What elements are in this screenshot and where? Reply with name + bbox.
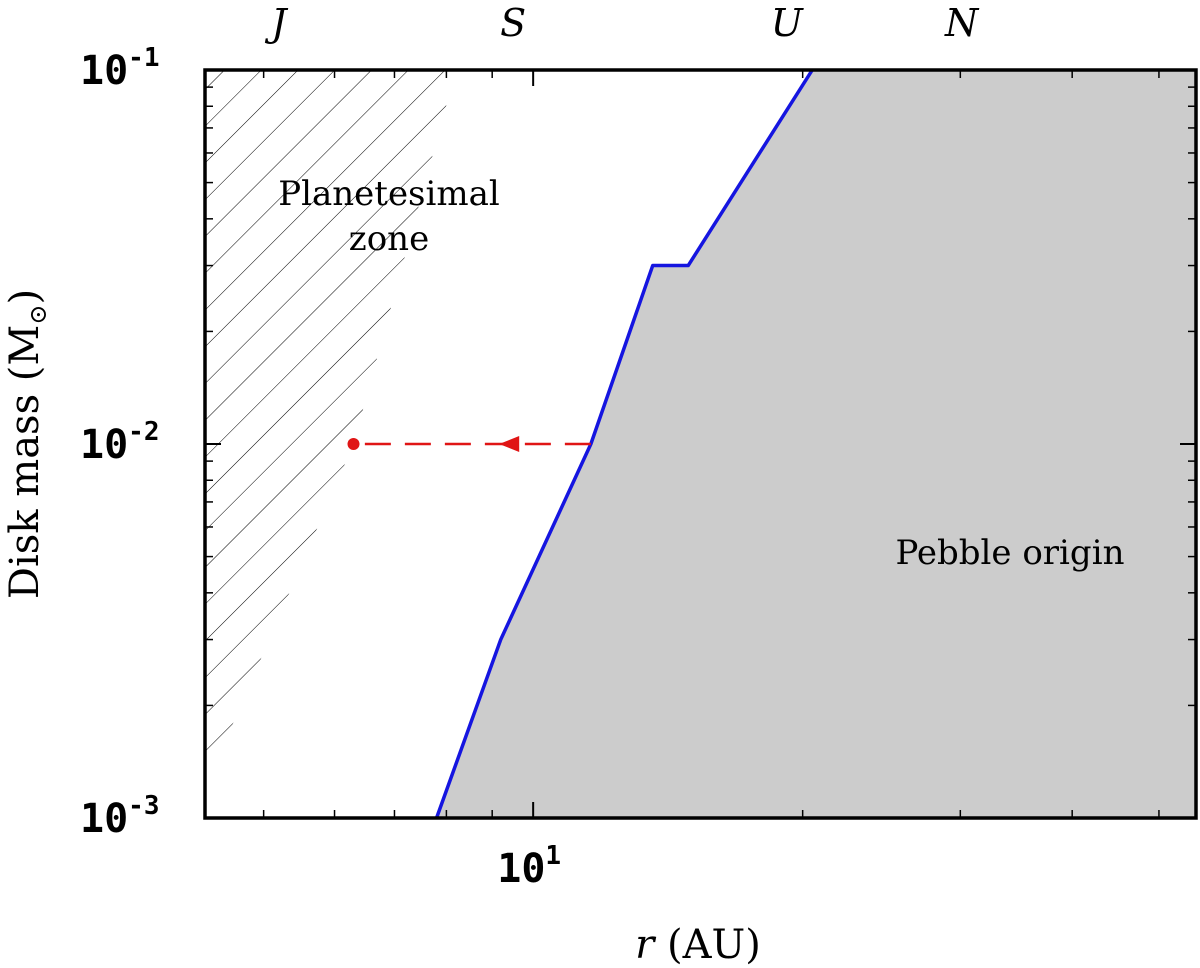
migration-arrow-origin-dot bbox=[347, 438, 360, 450]
x-axis-label: r (AU) bbox=[635, 922, 761, 968]
planetesimal-zone-region bbox=[205, 70, 456, 789]
planet-label-u: U bbox=[771, 1, 805, 45]
planet-label-n: N bbox=[944, 1, 980, 45]
boundary-line bbox=[434, 70, 814, 818]
pebble-origin-region bbox=[436, 70, 1196, 818]
y-tick-label: 10-1 bbox=[80, 43, 159, 94]
pebble-origin-label: Pebble origin bbox=[896, 533, 1125, 573]
planetesimal-zone-label: Planetesimal zone bbox=[278, 174, 500, 259]
planet-label-j: J bbox=[264, 1, 288, 45]
plot-frame bbox=[203, 68, 1198, 820]
planet-label-s: S bbox=[500, 1, 526, 45]
x-tick-label: 101 bbox=[497, 841, 561, 892]
y-tick-label: 10-2 bbox=[80, 417, 159, 468]
y-axis-label: Disk mass (M⊙) bbox=[2, 289, 52, 599]
y-tick-label: 10-3 bbox=[80, 791, 159, 842]
migration-arrow-head bbox=[499, 436, 520, 452]
